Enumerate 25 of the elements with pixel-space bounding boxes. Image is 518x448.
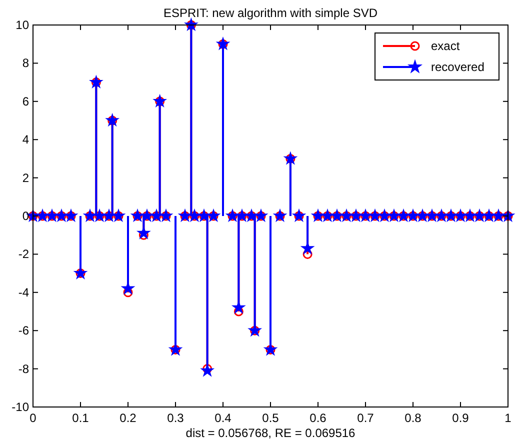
y-tick-label: 6 [22,94,30,108]
x-tick-label: 0.9 [452,411,470,425]
y-tick-label: 10 [16,18,30,32]
y-tick-label: -4 [18,285,30,300]
x-tick-label: 0.8 [404,411,422,425]
x-axis-title: dist = 0.056768, RE = 0.069516 [186,426,356,440]
y-tick-label: -6 [18,324,30,338]
x-tick-label: 0.7 [357,411,374,425]
y-tick-label: 8 [22,56,30,70]
legend-label: exact [431,39,460,53]
x-tick-label: 0.2 [120,411,137,425]
x-tick-label: 1 [504,411,512,425]
y-tick-label: -8 [18,362,30,376]
legend-label: recovered [431,60,484,74]
y-tick-label: -2 [18,247,30,262]
x-tick-label: 0.1 [72,411,90,425]
y-tick-label: 0 [22,209,30,223]
y-tick-label: 2 [22,170,30,185]
x-tick-label: 0.6 [310,411,327,425]
y-tick-label: -10 [12,400,30,414]
x-tick-label: 0.4 [214,411,232,425]
y-tick-label: 4 [22,132,30,147]
chart-title: ESPRIT: new algorithm with simple SVD [163,6,378,20]
x-tick-label: 0.3 [167,411,184,425]
x-tick-label: 0.5 [262,411,280,425]
